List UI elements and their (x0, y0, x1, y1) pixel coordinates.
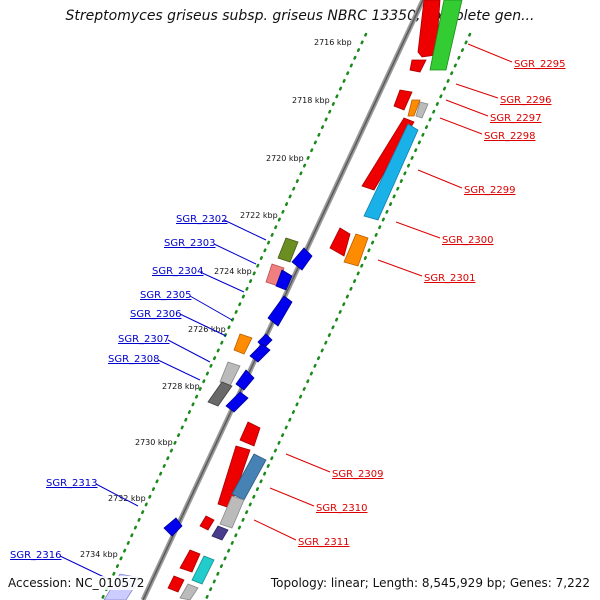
gene-label-sgr-2308[interactable]: SGR_2308 (108, 354, 160, 365)
gene-feature[interactable] (267, 295, 293, 327)
reverse-gene-labels: SGR_2302 SGR_2303 SGR_2304 SGR_2305 SGR_… (10, 214, 228, 561)
gene-label-sgr-2316[interactable]: SGR_2316 (10, 550, 62, 561)
gene-label-sgr-2303[interactable]: SGR_2303 (164, 238, 216, 249)
gene-feature[interactable] (163, 517, 183, 537)
gene-label-sgr-2302[interactable]: SGR_2302 (176, 214, 228, 225)
forward-gene-labels: SGR_2295 SGR_2296 SGR_2297 SGR_2298 SGR_… (298, 59, 566, 548)
gene-label-sgr-2307[interactable]: SGR_2307 (118, 334, 170, 345)
tick-label: 2716 kbp (314, 38, 352, 47)
gene-feature[interactable] (235, 369, 255, 391)
gene-feature[interactable] (393, 89, 413, 111)
gene-label-sgr-2299[interactable]: SGR_2299 (464, 185, 516, 196)
gene-label-sgr-2296[interactable]: SGR_2296 (500, 95, 552, 106)
tick-track-right (204, 32, 472, 600)
accession-text: Accession: NC_010572 (8, 576, 145, 590)
genome-summary-text: Topology: linear; Length: 8,545,929 bp; … (270, 576, 590, 590)
gene-feature[interactable] (249, 343, 271, 363)
gene-feature[interactable] (291, 247, 313, 271)
gene-feature[interactable] (329, 227, 351, 257)
reverse-leader-lines (59, 219, 267, 579)
gene-feature[interactable] (167, 575, 185, 593)
gene-feature[interactable] (415, 101, 429, 119)
gene-label-sgr-2311[interactable]: SGR_2311 (298, 537, 350, 548)
gene-feature[interactable] (429, 0, 463, 71)
gene-feature[interactable] (219, 495, 245, 529)
gene-label-sgr-2298[interactable]: SGR_2298 (484, 131, 536, 142)
gene-label-sgr-2295[interactable]: SGR_2295 (514, 59, 566, 70)
reverse-genes (103, 237, 313, 600)
tick-label: 2730 kbp (135, 438, 173, 447)
gene-feature[interactable] (417, 0, 441, 58)
gene-feature[interactable] (407, 99, 421, 117)
tick-label: 2732 kbp (108, 494, 146, 503)
gene-feature[interactable] (361, 117, 415, 191)
forward-leader-lines (253, 43, 513, 541)
gene-feature[interactable] (239, 421, 261, 447)
gene-label-sgr-2306[interactable]: SGR_2306 (130, 309, 182, 320)
gene-label-sgr-2313[interactable]: SGR_2313 (46, 478, 98, 489)
gene-label-sgr-2301[interactable]: SGR_2301 (424, 273, 476, 284)
tick-label: 2734 kbp (80, 550, 118, 559)
gene-feature[interactable] (363, 123, 419, 221)
gene-feature[interactable] (409, 59, 427, 73)
tick-label: 2726 kbp (188, 325, 226, 334)
gene-label-sgr-2305[interactable]: SGR_2305 (140, 290, 192, 301)
gene-feature[interactable] (191, 555, 215, 585)
gene-feature[interactable] (225, 391, 249, 413)
gene-feature[interactable] (179, 583, 199, 600)
tick-label: 2728 kbp (162, 382, 200, 391)
gene-feature[interactable] (277, 237, 299, 263)
forward-genes (167, 0, 463, 600)
gene-feature[interactable] (207, 381, 233, 407)
gene-feature[interactable] (211, 525, 229, 541)
gene-label-sgr-2300[interactable]: SGR_2300 (442, 235, 494, 246)
gene-label-sgr-2304[interactable]: SGR_2304 (152, 266, 204, 277)
gene-label-sgr-2297[interactable]: SGR_2297 (490, 113, 542, 124)
gene-feature[interactable] (179, 549, 201, 573)
tick-label: 2722 kbp (240, 211, 278, 220)
tick-label: 2720 kbp (266, 154, 304, 163)
gene-feature[interactable] (233, 333, 253, 355)
gene-label-sgr-2310[interactable]: SGR_2310 (316, 503, 368, 514)
tick-label: 2724 kbp (214, 267, 252, 276)
gene-feature[interactable] (275, 269, 293, 291)
gene-label-sgr-2309[interactable]: SGR_2309 (332, 469, 384, 480)
tick-label: 2718 kbp (292, 96, 330, 105)
gene-feature[interactable] (343, 233, 369, 267)
gene-feature[interactable] (199, 515, 215, 531)
tick-labels: 2716 kbp 2718 kbp 2720 kbp 2722 kbp 2724… (80, 38, 352, 559)
